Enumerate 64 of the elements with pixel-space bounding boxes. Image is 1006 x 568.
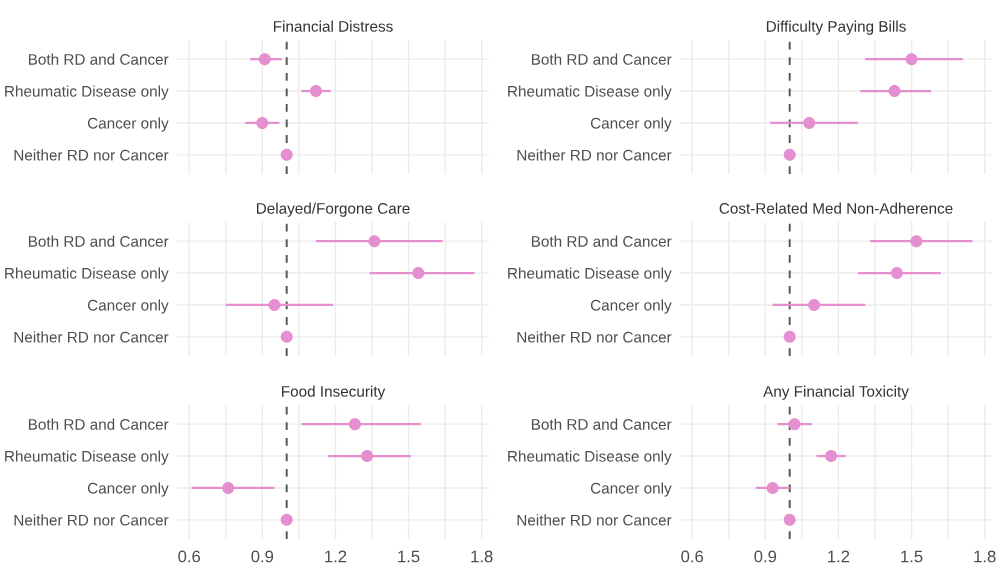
point <box>910 235 923 248</box>
point <box>268 298 281 311</box>
point <box>280 513 293 526</box>
point <box>309 85 322 98</box>
point <box>258 53 271 66</box>
y-tick-label: Neither RD nor Cancer <box>517 149 672 161</box>
x-tick-label: 0.6 <box>178 550 201 563</box>
point <box>825 450 838 463</box>
y-tick-label: Rheumatic Disease only <box>5 450 169 465</box>
y-tick-label: Cancer only <box>87 117 169 132</box>
x-tick-label: 1.2 <box>828 550 850 563</box>
point <box>368 235 381 248</box>
point <box>808 298 821 311</box>
y-tick-label: Cancer only <box>87 299 169 314</box>
point <box>348 418 361 431</box>
point <box>256 116 269 129</box>
x-tick-label: 1.2 <box>325 550 347 563</box>
x-tick-label: 1.8 <box>471 550 493 563</box>
y-tick-label: Neither RD nor Cancer <box>14 331 169 343</box>
y-tick-label: Both RD and Cancer <box>531 418 672 430</box>
chart-title: Cost-Related Med Non-Adherence <box>719 202 953 214</box>
x-tick-label: 0.9 <box>251 550 274 563</box>
point <box>412 267 425 280</box>
y-tick-label: Both RD and Cancer <box>531 53 672 65</box>
point <box>888 85 901 98</box>
y-tick-label: Rheumatic Disease only <box>508 267 672 282</box>
chart-title: Food Insecurity <box>282 385 386 400</box>
y-tick-label: Neither RD nor Cancer <box>517 331 672 343</box>
point <box>766 481 779 494</box>
x-tick-label: 1.8 <box>974 550 996 563</box>
y-tick-label: Neither RD nor Cancer <box>14 514 169 526</box>
y-tick-label: Cancer only <box>590 482 672 497</box>
y-tick-label: Rheumatic Disease only <box>508 85 672 100</box>
x-tick-label: 0.9 <box>754 550 777 563</box>
chart-title: Difficulty Paying Bills <box>766 20 906 35</box>
y-tick-label: Neither RD nor Cancer <box>14 149 169 161</box>
y-tick-label: Cancer only <box>87 482 169 497</box>
y-tick-label: Rheumatic Disease only <box>5 267 169 282</box>
point <box>890 267 903 280</box>
point <box>783 513 796 526</box>
x-tick-label: 1.5 <box>901 550 923 563</box>
chart-title: Any Financial Toxicity <box>763 385 909 400</box>
y-tick-label: Neither RD nor Cancer <box>517 514 672 526</box>
x-tick-label: 0.6 <box>681 550 704 563</box>
point <box>280 148 293 161</box>
y-tick-label: Both RD and Cancer <box>28 53 169 65</box>
point <box>783 330 796 343</box>
point <box>803 116 816 129</box>
y-tick-label: Rheumatic Disease only <box>508 450 672 465</box>
point <box>905 53 918 66</box>
chart-title: Financial Distress <box>273 20 393 32</box>
y-tick-label: Cancer only <box>590 299 672 314</box>
point <box>222 481 235 494</box>
point <box>361 450 374 463</box>
y-tick-label: Cancer only <box>590 117 672 132</box>
chart-title: Delayed/Forgone Care <box>256 202 410 217</box>
y-tick-label: Both RD and Cancer <box>28 235 169 247</box>
point <box>280 330 293 343</box>
y-tick-label: Both RD and Cancer <box>28 418 169 430</box>
point <box>788 418 801 431</box>
x-tick-label: 1.5 <box>398 550 420 563</box>
point <box>783 148 796 161</box>
y-tick-label: Both RD and Cancer <box>531 235 672 247</box>
y-tick-label: Rheumatic Disease only <box>5 85 169 100</box>
